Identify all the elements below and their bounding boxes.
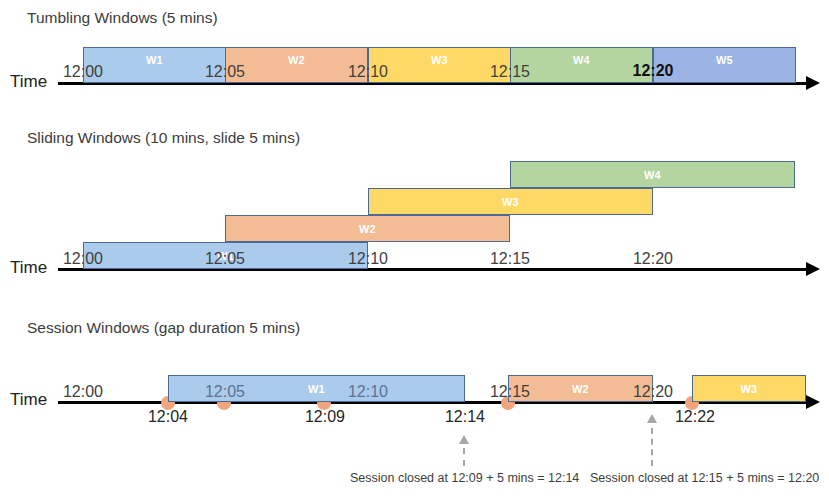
axis-arrowhead-icon [806, 262, 820, 276]
axis-tick: 12:10 [336, 63, 400, 81]
window-label: W2 [572, 383, 589, 395]
window-label: W5 [716, 54, 733, 66]
dashed-arrow-line [651, 428, 653, 466]
axis-tick: 12:20 [621, 62, 685, 80]
axis-tick: 12:00 [51, 383, 115, 401]
axis-tick: 12:00 [51, 250, 115, 268]
window-label: W2 [359, 223, 376, 235]
axis-tick: 12:20 [621, 383, 685, 401]
time-axis-label: Time [10, 72, 47, 92]
axis-tick: 12:00 [51, 63, 115, 81]
dashed-up-arrow-icon [459, 435, 469, 444]
axis-tick: 12:10 [336, 383, 400, 401]
axis-arrowhead-icon [806, 76, 820, 90]
window-label: W2 [288, 54, 305, 66]
window-label: W1 [146, 54, 163, 66]
window-box-w4: W4 [510, 161, 795, 188]
window-box-w2: W2 [225, 215, 510, 242]
axis-arrowhead-icon [806, 395, 820, 409]
session-closed-annotation: Session closed at 12:09 + 5 mins = 12:14 [350, 471, 578, 485]
window-label: W3 [740, 383, 757, 395]
event-time-label: 12:09 [293, 408, 357, 426]
window-label: W3 [431, 54, 448, 66]
time-axis-label: Time [10, 258, 47, 278]
axis-tick: 12:20 [621, 250, 685, 268]
window-label: W1 [308, 383, 325, 395]
axis-tick: 12:15 [478, 63, 542, 81]
dashed-up-arrow-icon [647, 414, 657, 423]
session-closed-annotation: Session closed at 12:15 + 5 mins = 12:20 [590, 471, 816, 485]
axis-tick: 12:10 [336, 250, 400, 268]
window-label: W4 [573, 54, 590, 66]
window-label: W4 [644, 169, 661, 181]
section-title: Session Windows (gap duration 5 mins) [27, 319, 300, 337]
event-time-label: 12:14 [433, 408, 497, 426]
axis-tick: 12:05 [193, 383, 257, 401]
section-title: Tumbling Windows (5 mins) [27, 9, 218, 27]
windowing-strategies-diagram: Tumbling Windows (5 mins) Time W1 W2 W3 … [0, 0, 829, 498]
dashed-arrow-line [463, 448, 465, 466]
section-title: Sliding Windows (10 mins, slide 5 mins) [27, 129, 300, 147]
axis-tick: 12:05 [193, 63, 257, 81]
window-box-w3: W3 [368, 188, 653, 215]
window-box-w3: W3 [692, 375, 806, 402]
axis-tick: 12:05 [193, 250, 257, 268]
event-time-label: 12:22 [663, 408, 727, 426]
axis-tick: 12:15 [478, 383, 542, 401]
axis-tick: 12:15 [478, 250, 542, 268]
window-label: W3 [502, 196, 519, 208]
time-axis-label: Time [10, 390, 47, 410]
event-time-label: 12:04 [136, 408, 200, 426]
